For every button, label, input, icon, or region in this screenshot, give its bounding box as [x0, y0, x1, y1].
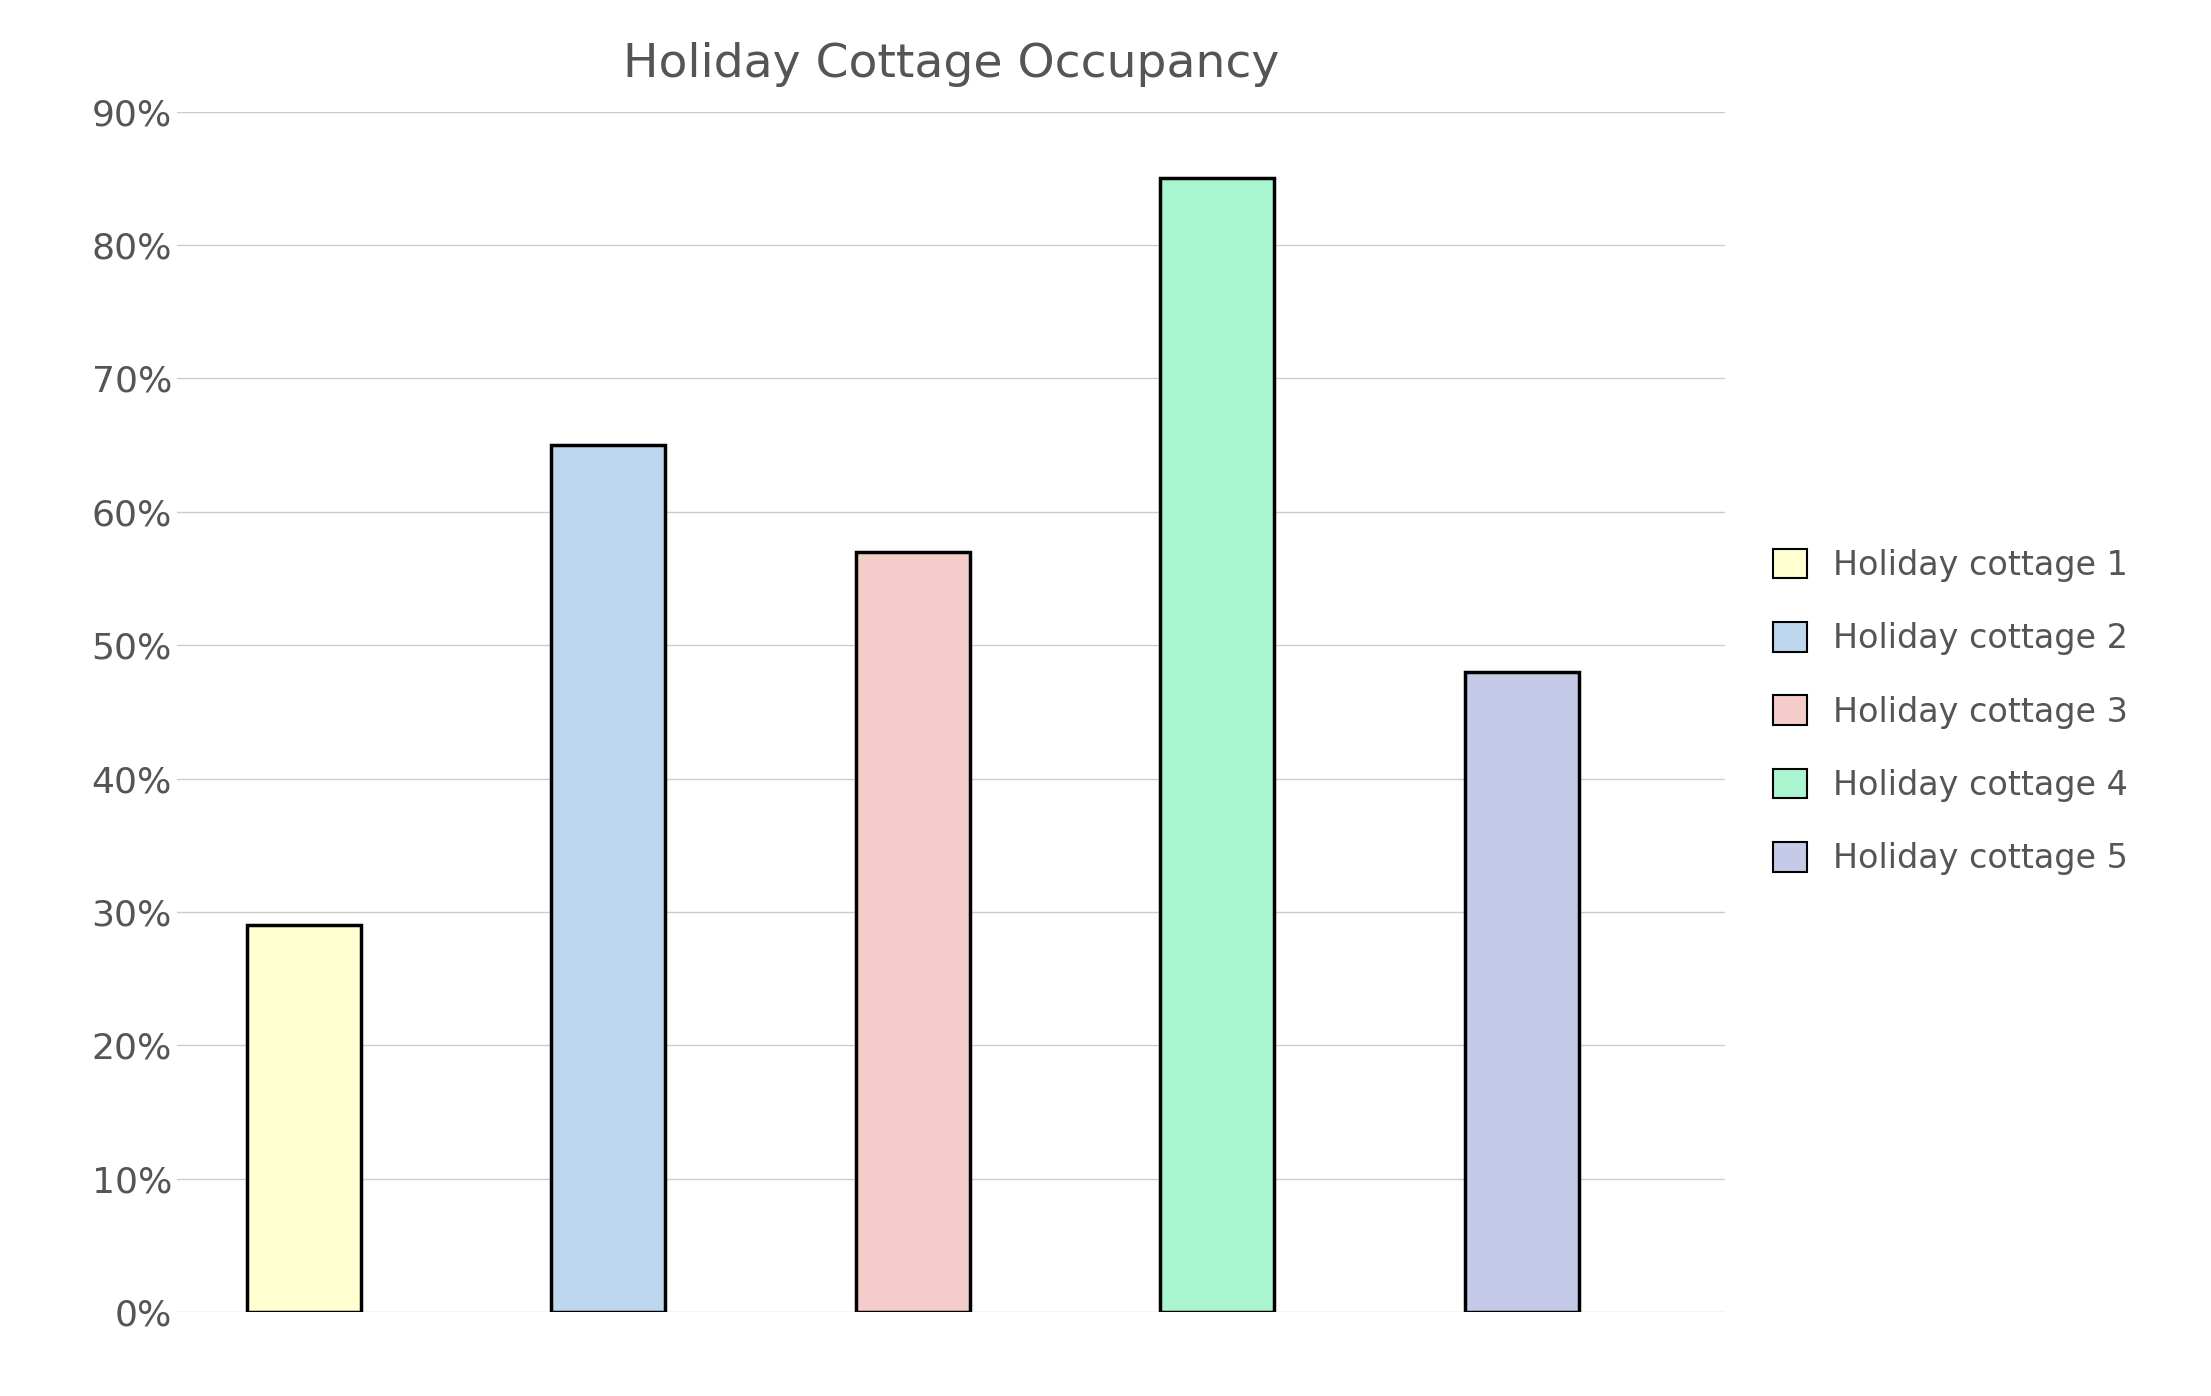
Bar [1161, 179, 1274, 1312]
Bar [1464, 671, 1579, 1312]
Title: Holiday Cottage Occupancy: Holiday Cottage Occupancy [624, 42, 1278, 87]
Bar [856, 551, 971, 1312]
Bar [248, 926, 360, 1312]
Legend: Holiday cottage 1, Holiday cottage 2, Holiday cottage 3, Holiday cottage 4, Holi: Holiday cottage 1, Holiday cottage 2, Ho… [1758, 532, 2145, 892]
Bar [551, 445, 666, 1312]
